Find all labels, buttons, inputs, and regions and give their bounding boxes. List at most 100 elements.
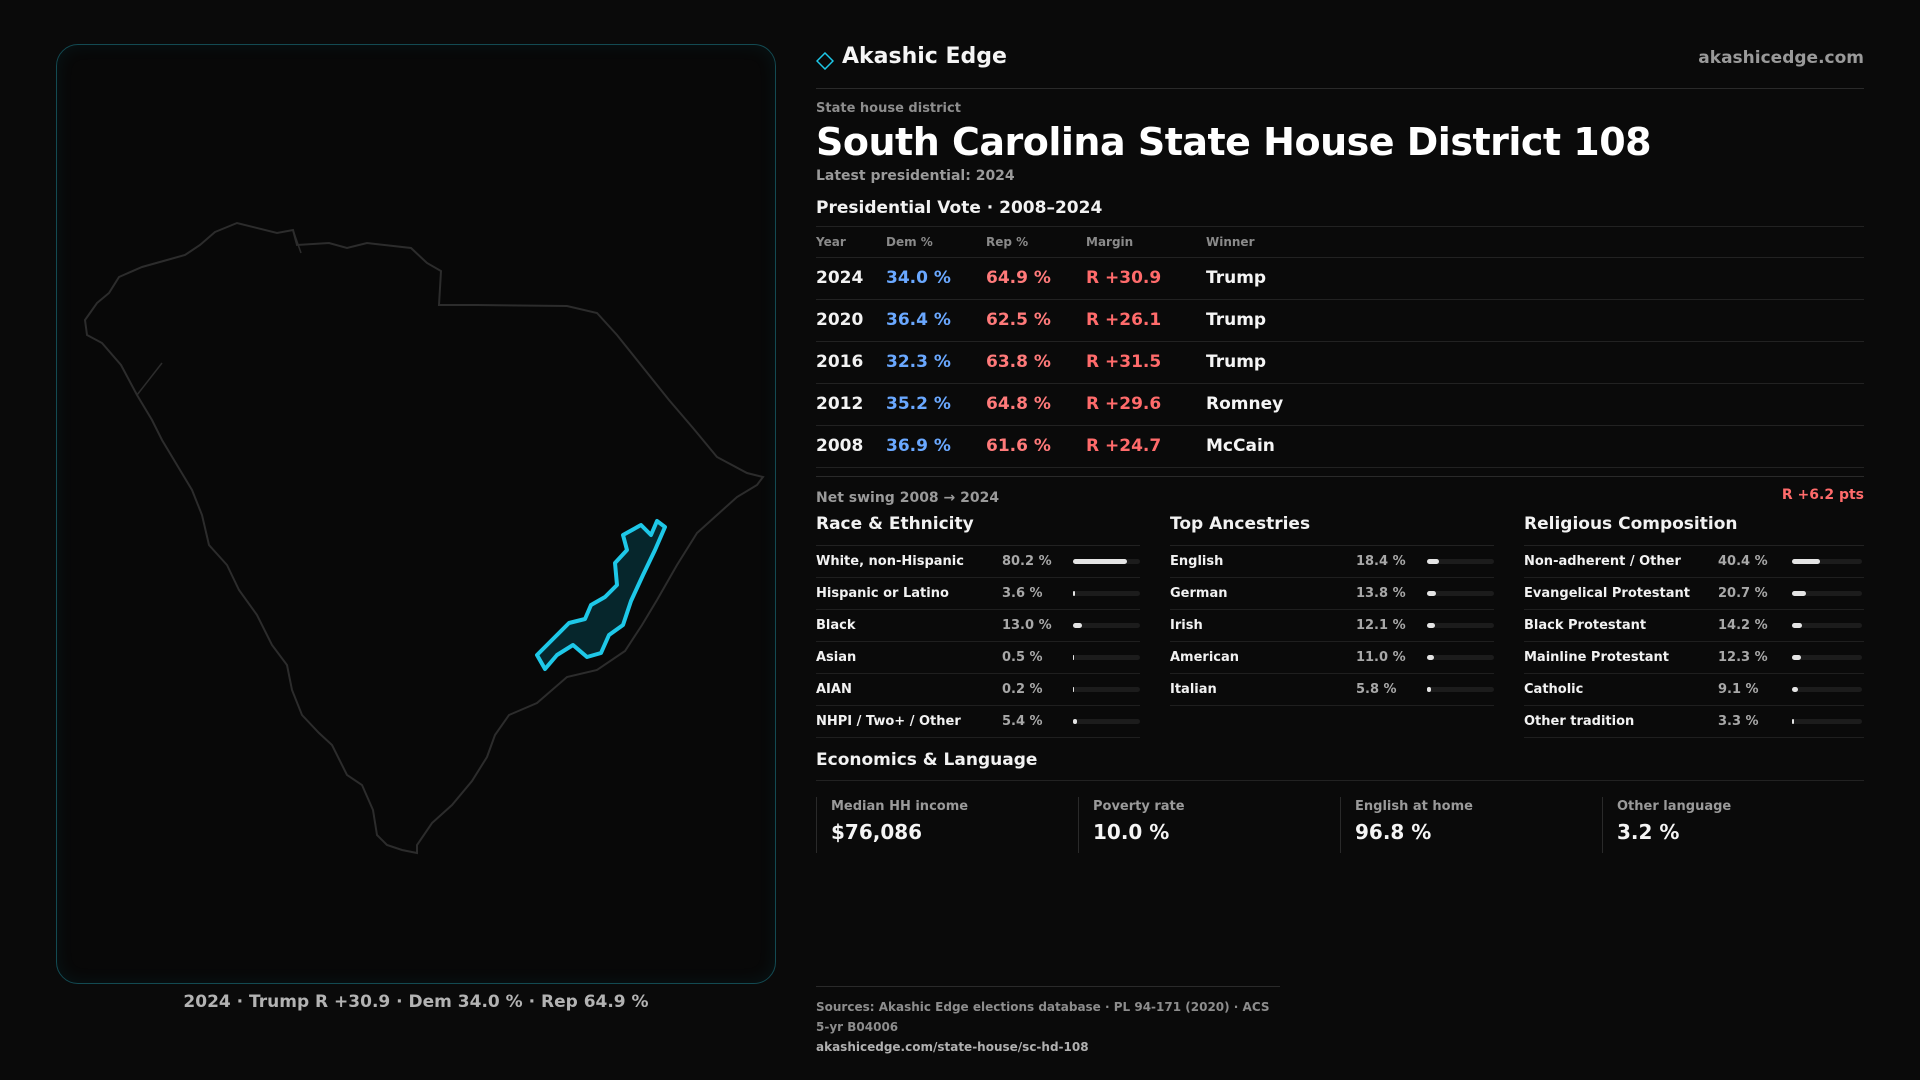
- demo-label: AIAN: [816, 681, 852, 697]
- demo-label: Black Protestant: [1524, 617, 1647, 633]
- demo-bar-track: [1426, 686, 1494, 692]
- page-title: South Carolina State House District 108: [816, 120, 1652, 164]
- table-row: 2020 36.4 % 62.5 % R +26.1 Trump: [816, 299, 1864, 342]
- dem-cell: 34.0 %: [886, 257, 986, 300]
- table-row: 2016 32.3 % 63.8 % R +31.5 Trump: [816, 341, 1864, 384]
- demo-bar-track: [1072, 718, 1140, 724]
- demo-label: White, non-Hispanic: [816, 553, 964, 569]
- demo-row: Catholic 9.1 %: [1524, 674, 1864, 706]
- demo-row: Irish 12.1 %: [1170, 610, 1494, 642]
- demo-bar-track: [1792, 622, 1862, 628]
- demo-label: Non-adherent / Other: [1524, 553, 1681, 569]
- demo-bar-track: [1072, 686, 1140, 692]
- rep-cell: 61.6 %: [986, 425, 1086, 468]
- col-header-winner: Winner: [1206, 227, 1864, 258]
- margin-cell: R +30.9: [1086, 257, 1206, 300]
- col-header-year: Year: [816, 227, 886, 258]
- demo-bar-track: [1426, 590, 1494, 596]
- demographics: Race & Ethnicity White, non-Hispanic 80.2…: [816, 512, 1864, 738]
- demo-label: Other tradition: [1524, 713, 1635, 729]
- demo-bar-fill: [1792, 654, 1801, 660]
- table-row: 2024 34.0 % 64.9 % R +30.9 Trump: [816, 257, 1864, 300]
- sources-footer: Sources: Akashic Edge elections database…: [816, 986, 1280, 1057]
- demo-label: Irish: [1170, 617, 1203, 633]
- header: Akashic Edge akashicedge.com: [816, 44, 1864, 89]
- margin-cell: R +26.1: [1086, 299, 1206, 342]
- demo-row: English 18.4 %: [1170, 546, 1494, 578]
- demo-row: Non-adherent / Other 40.4 %: [1524, 546, 1864, 578]
- table-row: 2008 36.9 % 61.6 % R +24.7 McCain: [816, 425, 1864, 468]
- demo-label: Black: [816, 617, 856, 633]
- demo-bar-track: [1426, 622, 1494, 628]
- brand-url-link[interactable]: akashicedge.com: [1698, 48, 1864, 68]
- demo-bar-fill: [1072, 590, 1076, 596]
- latest-presidential-label: Latest presidential: 2024: [816, 168, 1015, 184]
- demo-percent: 0.2 %: [1001, 681, 1043, 697]
- demo-row: Black Protestant 14.2 %: [1524, 610, 1864, 642]
- demo-bar-track: [1072, 590, 1140, 596]
- demo-bar-track: [1072, 654, 1140, 660]
- col-header-rep: Rep %: [986, 227, 1086, 258]
- demo-row: Asian 0.5 %: [816, 642, 1140, 674]
- state-notch-2: [136, 362, 163, 396]
- demo-percent: 14.2 %: [1718, 617, 1768, 633]
- demo-label: Evangelical Protestant: [1524, 585, 1690, 601]
- rep-cell: 62.5 %: [986, 299, 1086, 342]
- winner-cell: Trump: [1206, 299, 1864, 342]
- demo-bar-fill: [1426, 590, 1437, 596]
- demo-bar-fill: [1792, 718, 1795, 724]
- stat-label: Median HH income: [831, 798, 969, 814]
- winner-cell: McCain: [1206, 425, 1864, 468]
- margin-cell: R +24.7: [1086, 425, 1206, 468]
- demo-row: Evangelical Protestant 20.7 %: [1524, 578, 1864, 610]
- demo-row: NHPI / Two+ / Other 5.4 %: [816, 706, 1140, 738]
- year-cell: 2020: [816, 299, 886, 342]
- district-details: Akashic Edge akashicedge.com State house…: [816, 44, 1864, 853]
- demo-label: Hispanic or Latino: [816, 585, 949, 601]
- demo-percent: 0.5 %: [1001, 649, 1043, 665]
- demo-percent: 13.8 %: [1355, 585, 1406, 601]
- demo-bar-track: [1792, 686, 1862, 692]
- stat-median-income: Median HH income $76,086: [816, 796, 1078, 853]
- highlighted-district: [535, 519, 667, 671]
- stat-label: English at home: [1355, 798, 1473, 814]
- demo-bar-fill: [1792, 622, 1802, 628]
- demo-bar-fill: [1426, 622, 1436, 628]
- demo-bar-track: [1426, 558, 1494, 564]
- demo-bar-fill: [1072, 558, 1127, 564]
- rep-cell: 63.8 %: [986, 341, 1086, 384]
- demo-label: NHPI / Two+ / Other: [816, 713, 961, 729]
- religion-section: Religious Composition Non-adherent / Oth…: [1524, 512, 1864, 738]
- demo-label: Catholic: [1524, 681, 1584, 697]
- dem-cell: 36.9 %: [886, 425, 986, 468]
- demo-bar-fill: [1072, 622, 1082, 628]
- demo-percent: 40.4 %: [1718, 553, 1768, 569]
- demo-label: German: [1170, 585, 1228, 601]
- demo-bar-track: [1792, 654, 1862, 660]
- economics-heading: Economics & Language: [816, 750, 1864, 781]
- demo-percent: 5.4 %: [1001, 713, 1043, 729]
- stat-label: Poverty rate: [1093, 798, 1185, 814]
- year-cell: 2016: [816, 341, 886, 384]
- winner-cell: Trump: [1206, 257, 1864, 300]
- table-header-row: Year Dem % Rep % Margin Winner: [816, 227, 1864, 258]
- stat-label: Other language: [1617, 798, 1732, 814]
- race-ethnicity-section: Race & Ethnicity White, non-Hispanic 80.2…: [816, 512, 1140, 738]
- stat-other-language: Other language 3.2 %: [1602, 796, 1864, 853]
- demo-percent: 20.7 %: [1718, 585, 1768, 601]
- source-url-link[interactable]: akashicedge.com/state-house/sc-hd-108: [816, 1040, 1089, 1054]
- demo-bar-track: [1426, 654, 1494, 660]
- demo-percent: 11.0 %: [1355, 649, 1406, 665]
- demo-label: Italian: [1170, 681, 1217, 697]
- demo-row: AIAN 0.2 %: [816, 674, 1140, 706]
- sources-text: Sources: Akashic Edge elections database…: [816, 1000, 1270, 1034]
- demo-percent: 80.2 %: [1001, 553, 1052, 569]
- winner-cell: Romney: [1206, 383, 1864, 426]
- demo-percent: 18.4 %: [1355, 553, 1406, 569]
- col-header-dem: Dem %: [886, 227, 986, 258]
- demo-label: English: [1170, 553, 1224, 569]
- demo-row: Hispanic or Latino 3.6 %: [816, 578, 1140, 610]
- demo-bar-track: [1792, 718, 1862, 724]
- state-notch: [292, 229, 302, 254]
- stat-poverty-rate: Poverty rate 10.0 %: [1078, 796, 1340, 853]
